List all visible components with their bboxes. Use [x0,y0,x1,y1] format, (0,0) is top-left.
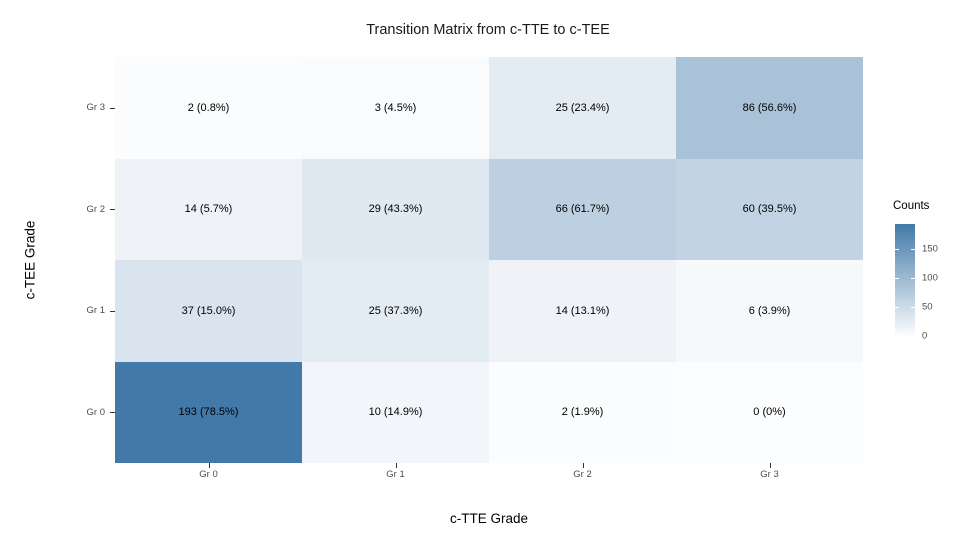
legend-tick-label: 150 [922,243,938,255]
y-tick-label: Gr 1 [86,305,105,317]
heatmap-cell-gr1-gr0: 37 (15.0%) [115,260,302,362]
cell-label: 2 (0.8%) [187,101,230,114]
x-axis-tick [208,463,210,468]
heatmap-cell-gr2-gr3: 60 (39.5%) [676,158,863,260]
x-axis-tick [395,463,397,468]
legend-colorbar [895,224,915,336]
cell-label: 10 (14.9%) [368,406,423,419]
y-axis-tick-labels: Gr 3 Gr 2 Gr 1 Gr 0 [50,57,105,463]
x-tick-label: Gr 1 [386,469,405,480]
legend-title: Counts [893,200,930,212]
heatmap-cell-gr3-gr1: 3 (4.5%) [302,57,489,159]
y-axis-tick [110,310,115,312]
heatmap-cell-gr2-gr2: 66 (61.7%) [489,158,676,260]
cell-label: 29 (43.3%) [368,203,423,216]
cell-label: 0 (0%) [753,406,786,419]
legend-tick-label: 50 [922,301,933,313]
x-tick-label: Gr 2 [573,469,592,480]
heatmap-panel: 2 (0.8%) 3 (4.5%) 25 (23.4%) 86 (56.6%) 14 (… [115,57,863,463]
y-tick-label: Gr 0 [86,406,105,418]
heatmap-cell-gr1-gr3: 6 (3.9%) [676,260,863,362]
cell-label: 66 (61.7%) [555,203,610,216]
y-axis-tick [110,412,115,414]
x-axis-tick [582,463,584,468]
legend-tick-label: 0 [922,330,928,342]
cell-label: 2 (1.9%) [561,406,604,419]
heatmap-cell-gr0-gr1: 10 (14.9%) [302,361,489,463]
legend-colorbar-tick [895,248,899,250]
legend-colorbar-tick [911,248,915,250]
cell-label: 37 (15.0%) [181,304,236,317]
x-axis-tick-labels: Gr 0 Gr 1 Gr 2 Gr 3 [115,469,863,480]
cell-label: 25 (37.3%) [368,304,423,317]
cell-label: 3 (4.5%) [374,101,417,114]
heatmap-cell-gr1-gr2: 14 (13.1%) [489,260,676,362]
cell-label: 60 (39.5%) [742,203,797,216]
x-axis-title: c-TTE Grade [449,511,528,526]
heatmap-cell-gr0-gr0: 193 (78.5%) [115,361,302,463]
cell-label: 86 (56.6%) [742,101,797,114]
heatmap-cell-gr1-gr1: 25 (37.3%) [302,260,489,362]
legend-colorbar-tick [895,335,899,336]
heatmap-cell-gr3-gr3: 86 (56.6%) [676,57,863,159]
heatmap-cell-gr2-gr0: 14 (5.7%) [115,158,302,260]
heatmap-cell-gr0-gr3: 0 (0%) [676,361,863,463]
legend-colorbar-tick [911,277,915,279]
cell-label: 193 (78.5%) [178,406,239,419]
y-axis-tick [110,209,115,211]
heatmap-cell-gr2-gr1: 29 (43.3%) [302,158,489,260]
y-axis-tick [110,107,115,109]
cell-label: 6 (3.9%) [748,304,791,317]
chart-title: Transition Matrix from c-TTE to c-TEE [366,22,610,38]
x-axis-tick [769,463,771,468]
heatmap-cell-gr0-gr2: 2 (1.9%) [489,361,676,463]
legend-colorbar-tick [895,277,899,279]
cell-label: 25 (23.4%) [555,101,610,114]
cell-label: 14 (5.7%) [184,203,233,216]
legend-colorbar-tick [911,335,915,336]
legend-colorbar-tick [911,306,915,308]
cell-label: 14 (13.1%) [555,304,610,317]
legend-colorbar-tick [895,306,899,308]
y-tick-label: Gr 3 [86,102,105,114]
legend-tick-label: 100 [922,272,938,284]
y-tick-label: Gr 2 [86,203,105,215]
legend: Counts 0 50 100 150 [893,200,976,360]
heatmap-cell-gr3-gr2: 25 (23.4%) [489,57,676,159]
x-tick-label: Gr 3 [760,469,779,480]
x-tick-label: Gr 0 [199,469,218,480]
y-axis-title: c-TEE Grade [22,220,38,300]
heatmap-cell-gr3-gr0: 2 (0.8%) [115,57,302,159]
